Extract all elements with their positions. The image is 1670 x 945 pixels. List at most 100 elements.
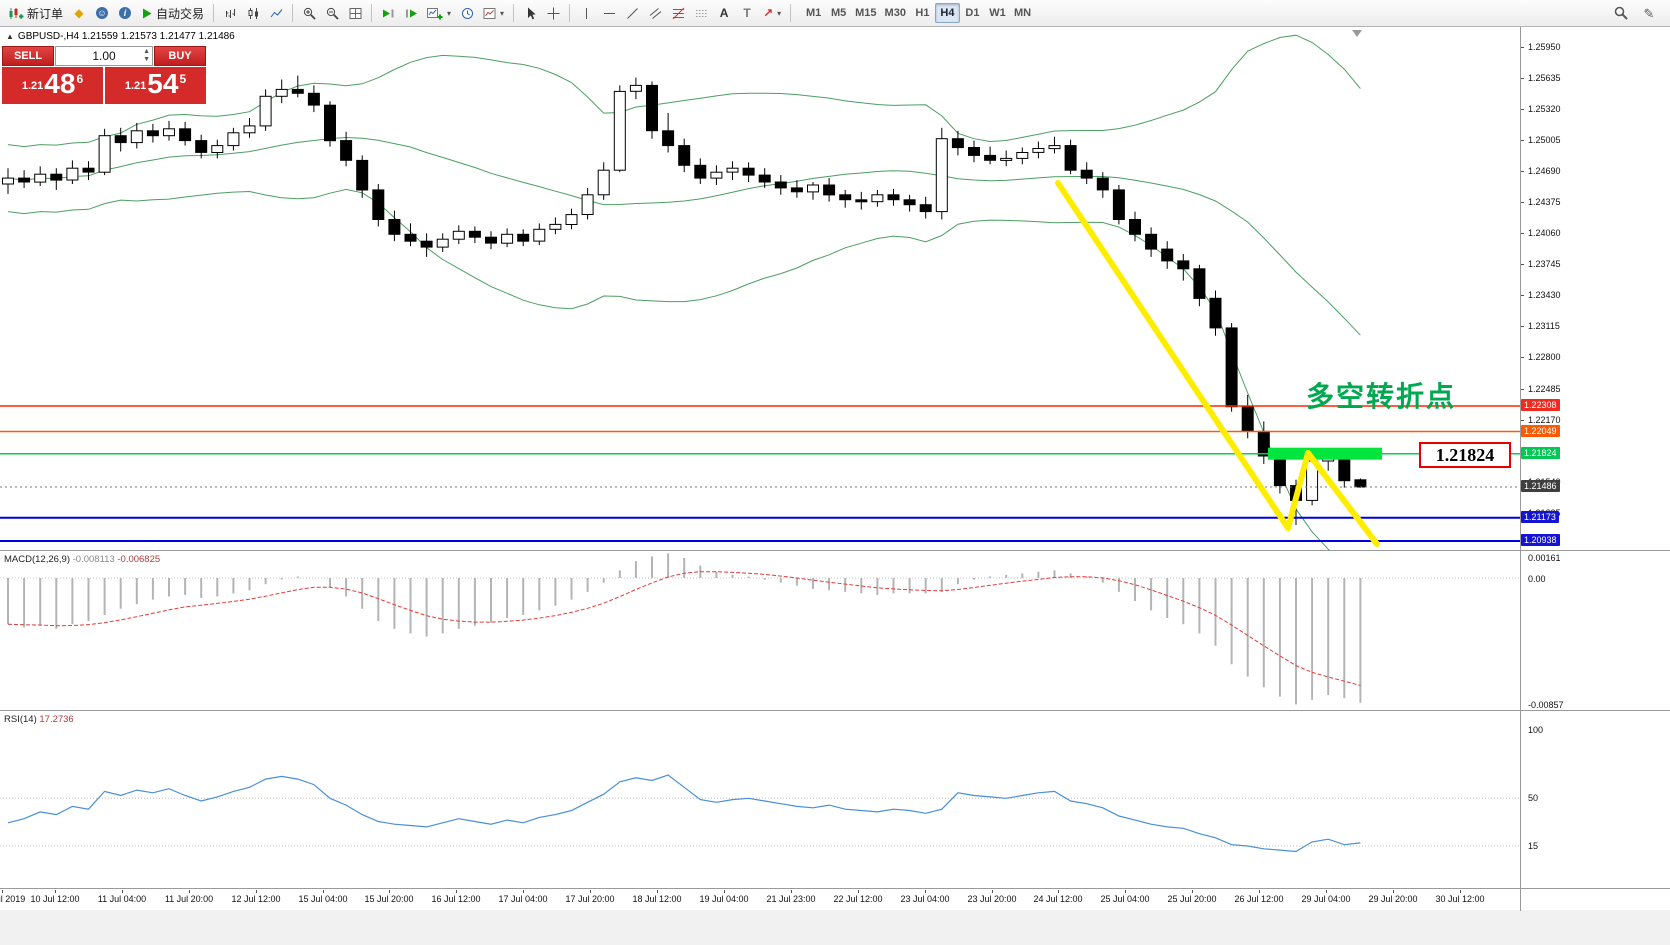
buy-price[interactable]: 1.21 54 5 [105, 67, 206, 104]
cursor-button[interactable] [519, 2, 541, 24]
chart-window: ▲ GBPUSD-,H4 1.21559 1.21573 1.21477 1.2… [0, 27, 1670, 945]
macd-label: MACD(12,26,9) -0.008113 -0.006825 [4, 554, 160, 565]
vertical-line-icon [580, 7, 593, 20]
price-tick [1520, 420, 1524, 421]
help-info-button[interactable]: i [114, 2, 136, 24]
chart-shift-button[interactable] [400, 2, 422, 24]
price-tick-label: 1.22800 [1528, 352, 1561, 362]
sell-price[interactable]: 1.21 48 6 [2, 67, 103, 104]
rsi-value: 17.2736 [39, 714, 74, 725]
one-click-toggle-icon[interactable]: ▲ [6, 32, 14, 41]
time-tick [122, 890, 123, 893]
buy-button[interactable]: BUY [154, 46, 206, 66]
autotrading-button[interactable]: 自动交易 [137, 2, 208, 24]
horizontal-line-button[interactable] [598, 2, 620, 24]
one-click-trading-panel[interactable]: SELL 1.00 ▲ ▼ BUY 1.21 48 6 1.21 [2, 46, 206, 104]
time-label: 19 Jul 04:00 [699, 894, 749, 904]
toolbar-right: ✎ [1610, 2, 1666, 24]
line-chart-button[interactable] [265, 2, 287, 24]
arrows-dropdown-icon[interactable]: ▾ [777, 8, 782, 18]
time-tick [1058, 890, 1059, 893]
search-button[interactable] [1610, 2, 1632, 24]
time-label: 12 Jul 12:00 [231, 894, 281, 904]
alerts-button[interactable]: ◆ [68, 2, 90, 24]
fibonacci-icon [672, 7, 685, 20]
new-chart-button[interactable]: ▾ [423, 2, 455, 24]
timeframe-mn-button[interactable]: MN [1010, 3, 1035, 23]
macd-pane[interactable]: MACD(12,26,9) -0.008113 -0.006825 0.0016… [0, 552, 1670, 711]
templates-dropdown-icon[interactable]: ▾ [500, 8, 505, 18]
time-tick [1192, 890, 1193, 893]
time-label: 21 Jul 23:00 [766, 894, 816, 904]
price-tick-label: 1.22485 [1528, 384, 1561, 394]
sell-button[interactable]: SELL [2, 46, 54, 66]
price-tick-label: 1.22170 [1528, 415, 1561, 425]
text-label-button[interactable]: T [736, 2, 758, 24]
time-label: 30 Jul 12:00 [1435, 894, 1485, 904]
community-button[interactable]: ☺ [91, 2, 113, 24]
templates-button[interactable]: ▾ [479, 2, 508, 24]
price-tick [1520, 171, 1524, 172]
macd-scale-label: 0.00 [1528, 574, 1546, 584]
macd-scale-label: 0.00161 [1528, 553, 1561, 563]
rsi-pane[interactable]: RSI(14) 17.2736 100 50 15 [0, 712, 1670, 889]
vertical-line-button[interactable] [575, 2, 597, 24]
alerts-icon: ◆ [74, 5, 84, 20]
tile-windows-button[interactable] [344, 2, 366, 24]
timeframe-m1-button[interactable]: M1 [801, 3, 826, 23]
quick-edit-button[interactable]: ✎ [1638, 2, 1660, 24]
chart-shift-marker[interactable] [1352, 30, 1362, 37]
price-tick [1520, 357, 1524, 358]
candlestick-chart-button[interactable] [242, 2, 264, 24]
timeframe-m30-button[interactable]: M30 [881, 3, 910, 23]
text-button[interactable]: A [713, 2, 735, 24]
arrows-button[interactable]: ↗ ▾ [759, 2, 785, 24]
candlestick-chart-icon [247, 7, 260, 20]
timeframe-m5-button[interactable]: M5 [826, 3, 851, 23]
volume-value: 1.00 [92, 49, 116, 63]
equidistant-channel-button[interactable] [644, 2, 666, 24]
timeframe-w1-button[interactable]: W1 [985, 3, 1010, 23]
toolbar-separator [569, 4, 571, 22]
price-pane[interactable]: ▲ GBPUSD-,H4 1.21559 1.21573 1.21477 1.2… [0, 27, 1670, 551]
fibonacci-button[interactable] [667, 2, 689, 24]
crosshair-button[interactable] [542, 2, 564, 24]
auto-scroll-button[interactable] [377, 2, 399, 24]
timeframe-h4-button[interactable]: H4 [934, 3, 960, 23]
time-label: 29 Jul 20:00 [1368, 894, 1418, 904]
autotrading-icon [141, 7, 153, 20]
zoom-in-button[interactable] [298, 2, 320, 24]
period-clock-button[interactable] [456, 2, 478, 24]
price-tick [1520, 47, 1524, 48]
volume-steppers[interactable]: ▲ ▼ [143, 48, 150, 64]
volume-down-icon[interactable]: ▼ [143, 56, 150, 63]
sell-price-big: 48 [44, 68, 76, 99]
grid-levels-button[interactable] [690, 2, 712, 24]
symbol-ohlc-text: GBPUSD-,H4 1.21559 1.21573 1.21477 1.214… [17, 31, 235, 42]
time-label: 18 Jul 12:00 [632, 894, 682, 904]
new-order-button[interactable]: 新订单 [4, 2, 67, 24]
time-axis[interactable]: 10 Jul 2019 10 Jul 12:00 11 Jul 04:00 11 Ju… [0, 890, 1670, 910]
price-plot[interactable] [0, 27, 1520, 551]
price-scale-border [1520, 27, 1521, 911]
timeframe-m15-button[interactable]: M15 [851, 3, 880, 23]
symbol-info: ▲ GBPUSD-,H4 1.21559 1.21573 1.21477 1.2… [6, 31, 235, 42]
rsi-scale: 100 50 15 [1520, 712, 1670, 888]
zoom-out-button[interactable] [321, 2, 343, 24]
macd-value-signal: -0.006825 [117, 554, 161, 565]
timeframe-h1-button[interactable]: H1 [910, 3, 935, 23]
timeframe-d1-button[interactable]: D1 [960, 3, 985, 23]
trendline-button[interactable] [621, 2, 643, 24]
toolbar-buttons: 新订单 ◆ ☺ i 自动交易 ▾ ▾ A T ↗ ▾ [4, 2, 795, 24]
macd-scale-label: -0.00857 [1528, 700, 1564, 710]
volume-up-icon[interactable]: ▲ [143, 48, 150, 55]
macd-value-main: -0.008113 [72, 554, 115, 565]
trendline-icon [626, 7, 639, 20]
time-tick [925, 890, 926, 893]
new-chart-dropdown-icon[interactable]: ▾ [447, 8, 452, 18]
bar-chart-button[interactable] [219, 2, 241, 24]
volume-input[interactable]: 1.00 ▲ ▼ [55, 46, 153, 66]
time-label: 29 Jul 04:00 [1301, 894, 1351, 904]
price-scale[interactable]: 1.25950 1.25635 1.25320 1.25005 1.24690 1.243… [1520, 27, 1670, 550]
time-tick [858, 890, 859, 893]
